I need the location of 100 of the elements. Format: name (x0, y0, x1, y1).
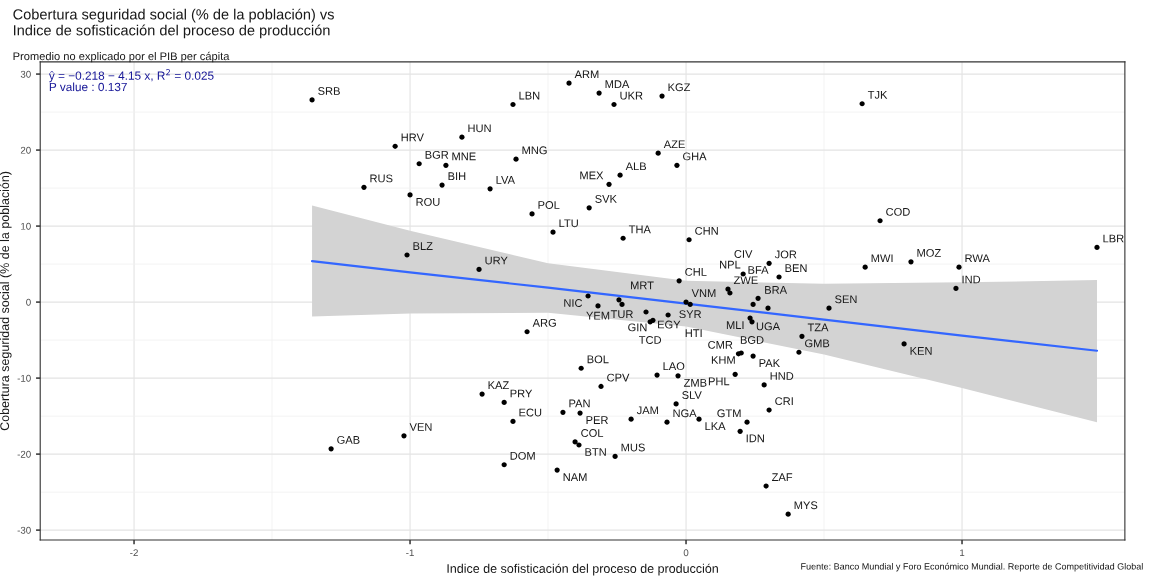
annotation: SYR (679, 310, 702, 319)
annotation: HUN (468, 124, 491, 133)
annotation: GHA (683, 152, 707, 161)
annotation: LBN (519, 91, 540, 100)
annotation: BFA (748, 266, 769, 274)
annotation: MRT (631, 281, 654, 290)
x-axis-title: Indice de sofisticación del proceso de producción (447, 563, 718, 576)
annotation: GTM (717, 409, 741, 418)
x-tick-label: -2 (130, 549, 138, 557)
annotation: EGY (658, 320, 681, 329)
source-note: Fuente: Banco Mundial y Foro Económico Mundial. Reporte de Competitividad Global (801, 562, 1143, 572)
annotation: CHL (685, 267, 707, 276)
annotation: ROU (416, 198, 440, 206)
annotation: MWI (871, 254, 893, 263)
annotation: PAN (569, 399, 590, 408)
annotation: GIN (628, 323, 647, 332)
annotation: ECU (519, 408, 542, 417)
y-tick-label: -20 (17, 450, 31, 458)
annotation: KAZ (488, 381, 509, 389)
annotation: CMR (708, 340, 733, 349)
annotation: MNG (522, 146, 547, 155)
annotation: SLV (682, 391, 702, 399)
annotation: ZMB (683, 379, 707, 387)
chart-subtitle: Promedio no explicado por el PIB per cápita (13, 51, 230, 63)
x-tick-label: 0 (683, 549, 689, 557)
annotation: YEM (586, 311, 610, 320)
annotation: IND (962, 275, 981, 284)
annotation: BRA (765, 286, 788, 294)
y-tick-label: -10 (17, 374, 31, 382)
annotation: VNM (691, 289, 716, 298)
annotation: BEN (785, 264, 807, 272)
annotation: TZA (807, 323, 829, 332)
annotation: POL (538, 201, 560, 209)
annotation: LAO (663, 362, 685, 371)
annotation: SRB (318, 87, 340, 95)
annotation: MUS (621, 443, 645, 452)
annotation: NAM (563, 473, 587, 481)
annotation: MNE (452, 152, 476, 161)
annotation: TCD (638, 336, 662, 344)
annotation: PAK (759, 359, 780, 367)
annotation: LBR (1103, 234, 1124, 243)
annotation: P value : 0.137 (49, 82, 127, 92)
annotation: HRV (401, 133, 424, 142)
annotation: SVK (595, 195, 617, 203)
annotation: LTU (559, 219, 578, 228)
annotation: RWA (965, 254, 990, 263)
annotation: DOM (510, 451, 535, 460)
y-axis-title: Cobertura seguridad social (% de la población) (0, 171, 12, 431)
annotation: GAB (337, 435, 360, 444)
annotation: NPL (720, 260, 741, 269)
annotation: PER (586, 416, 608, 424)
annotation: COL (581, 429, 604, 437)
annotation: CIV (734, 250, 753, 258)
annotation: BGR (425, 150, 449, 159)
annotation: VEN (409, 423, 432, 431)
annotation: URY (485, 256, 508, 265)
y-tick-label: 30 (20, 70, 31, 78)
y-tick-label: 0 (26, 298, 31, 306)
annotation: KHM (711, 356, 735, 364)
y-tick-label: -30 (17, 526, 31, 534)
annotation: KGZ (668, 83, 691, 92)
annotation: MEX (580, 171, 604, 180)
annotation: MOZ (917, 248, 941, 257)
annotation: MYS (794, 501, 818, 510)
annotation: GMB (805, 339, 830, 348)
annotation: TJK (867, 91, 888, 99)
annotation: BOL (587, 355, 609, 364)
annotation: HTI (685, 329, 702, 337)
annotation: CPV (607, 373, 630, 382)
annotation: CRI (775, 397, 793, 406)
chart-title: Cobertura seguridad social (% de la población) vs Indice de sofisticación del proceso de producción (13, 8, 334, 39)
annotation: ARG (532, 318, 556, 327)
annotation: HND (770, 372, 794, 380)
x-tick-label: 1 (960, 549, 965, 557)
annotation: BLZ (413, 242, 433, 250)
annotation: NIC (564, 299, 583, 307)
annotation: ALB (625, 162, 647, 171)
annotation: AZE (663, 140, 685, 149)
annotation: PRY (510, 389, 533, 398)
annotation: CHN (695, 226, 718, 235)
annotation: UKR (620, 91, 643, 100)
annotation: BGD (740, 336, 764, 344)
annotation: COD (886, 207, 910, 216)
annotation: JOR (774, 250, 797, 259)
annotation: ŷ = −0.218 − 4.15 x, R$^{2}$ = 0.025 (48, 69, 214, 83)
annotation: PHL (708, 377, 730, 386)
y-tick-label: 20 (20, 146, 31, 154)
annotation: ZWE (733, 276, 758, 285)
annotation: LVA (496, 176, 515, 184)
annotation: ZAF (771, 473, 793, 481)
annotation: KEN (910, 347, 932, 355)
annotation: MDA (605, 80, 630, 88)
annotation: RUS (370, 174, 393, 183)
annotation: IDN (746, 434, 764, 443)
annotation: TUR (610, 310, 633, 319)
x-tick-label: -1 (406, 549, 414, 557)
annotation: LKA (705, 422, 726, 430)
annotation: THA (628, 225, 651, 234)
annotation: BTN (585, 448, 606, 456)
annotation: ARM (574, 70, 599, 79)
